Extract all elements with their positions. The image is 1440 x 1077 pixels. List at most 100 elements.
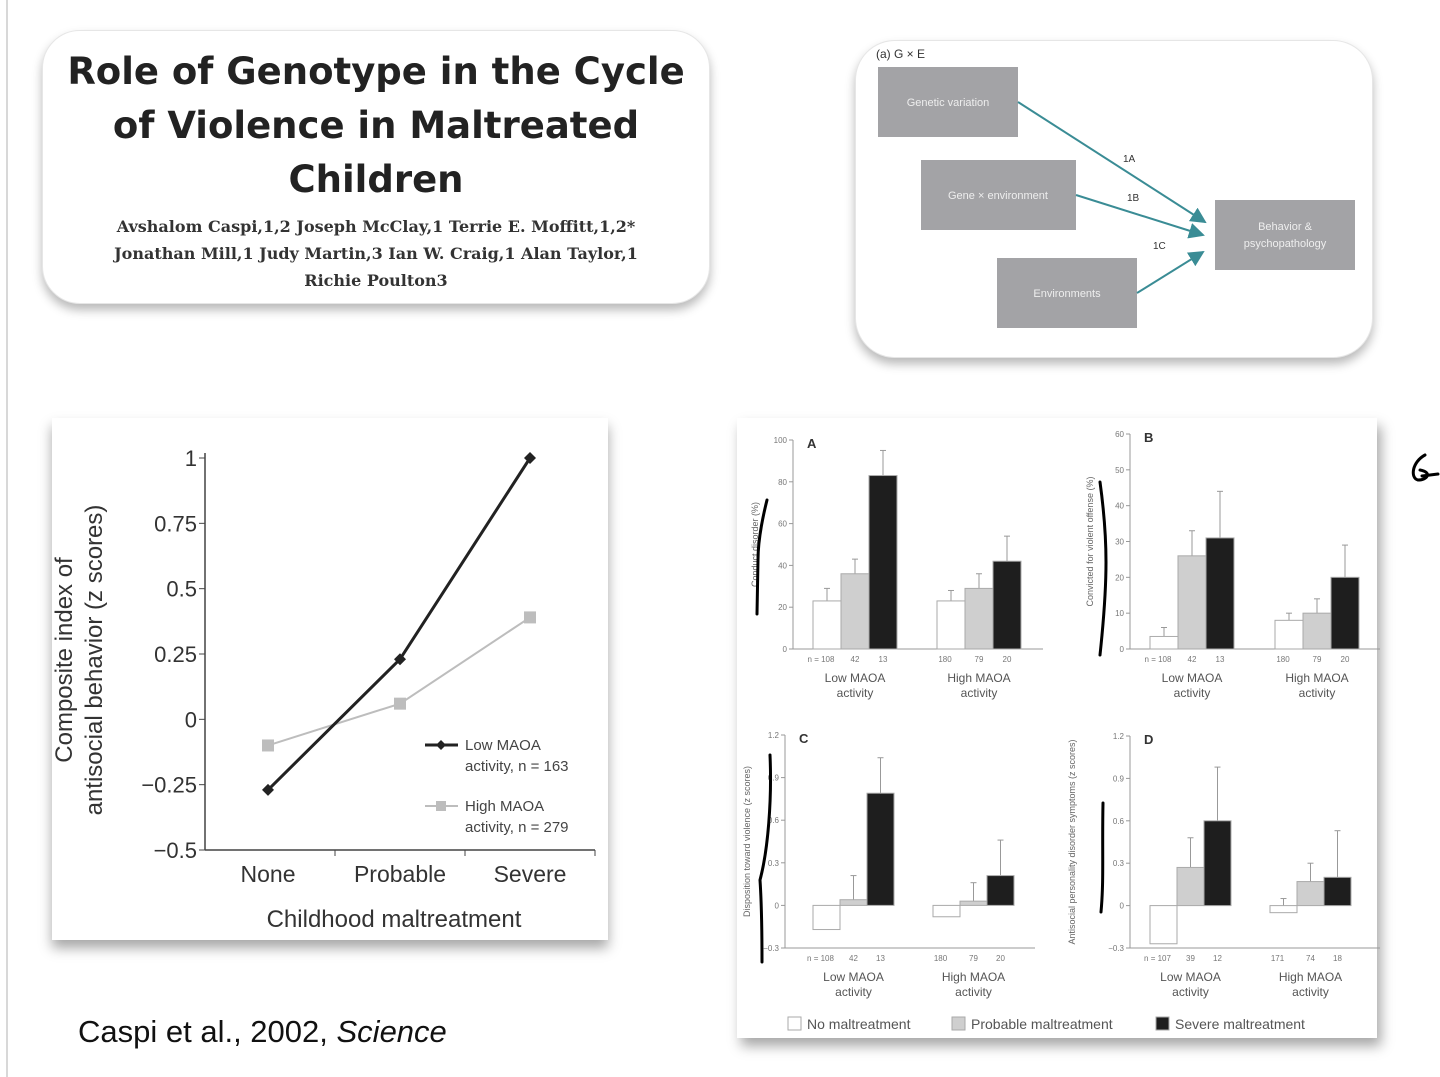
group-label: activity (955, 985, 992, 999)
legend-label: No maltreatment (807, 1016, 911, 1032)
y-tick-label: 50 (1115, 466, 1124, 475)
paper-title-box: Role of Genotype in the Cycle of Violenc… (42, 30, 710, 304)
group-label: Low MAOA (1160, 970, 1221, 984)
y-tick-label: 0.9 (1113, 774, 1125, 783)
x-tick-label: None (241, 861, 296, 887)
bar (1330, 576, 1360, 650)
group-label: activity (1174, 686, 1211, 700)
bar (812, 600, 842, 650)
y-tick-label: 1 (185, 446, 197, 471)
data-point (262, 739, 274, 752)
n-label: 13 (876, 954, 885, 963)
y-tick-label: −0.3 (763, 944, 779, 953)
paper-title: Role of Genotype in the Cycle of Violenc… (67, 50, 685, 201)
diagram-label: (a) G × E (876, 47, 925, 61)
legend-label: Low MAOA (465, 737, 541, 754)
bar (1274, 619, 1304, 650)
legend-label: Probable maltreatment (971, 1016, 1113, 1032)
y-tick-label: 1.2 (1113, 732, 1125, 741)
n-label: 42 (851, 655, 860, 664)
y-tick-label: 0 (1120, 645, 1125, 654)
bar (964, 587, 994, 650)
handwritten-marks (755, 453, 1440, 964)
arrow-1a (1017, 101, 1207, 224)
data-point (262, 783, 274, 796)
bar (1149, 635, 1179, 650)
n-label: 74 (1306, 954, 1315, 963)
line-chart: 1 0.75 0.5 0.25 0 −0.25 −0.5 None Probable Severe… (51, 446, 596, 933)
node-label: Environments (1033, 288, 1101, 300)
n-label: 12 (1213, 954, 1222, 963)
n-label: 13 (1216, 655, 1225, 664)
n-label: 13 (879, 655, 888, 664)
y-tick-label: 0 (783, 645, 788, 654)
x-tick-label: Severe (494, 861, 567, 887)
legend-marker (436, 740, 446, 750)
bar-charts-box (737, 418, 1377, 1038)
group-label: activity (1172, 985, 1209, 999)
y-tick-label: 100 (774, 436, 788, 445)
y-tick-label: 30 (1115, 538, 1124, 547)
n-label: 39 (1186, 954, 1195, 963)
n-label: 171 (1271, 954, 1285, 963)
citation: Caspi et al., 2002, Science (78, 1014, 447, 1050)
data-point (524, 452, 536, 464)
bar (840, 573, 870, 650)
bar (959, 900, 988, 906)
group-label: High MAOA (942, 970, 1005, 984)
gxe-diagram: (a) G × E Genetic variation Gene × envir… (876, 47, 1355, 328)
page-edge-line (6, 0, 8, 1077)
bar-panel-c: C −0.3 0 0.3 0.6 0.9 1.2 Disposition toward vio… (742, 731, 1035, 999)
n-label: 79 (975, 655, 984, 664)
group-label: activity (835, 985, 872, 999)
n-label: 42 (1188, 655, 1197, 664)
n-label: n = 107 (1144, 954, 1171, 963)
bar (1203, 820, 1232, 907)
x-tick-label: Probable (354, 861, 446, 887)
bar (1269, 905, 1298, 914)
n-label: 79 (1313, 655, 1322, 664)
node-environments (997, 258, 1137, 328)
node-label: Behavior & (1258, 221, 1312, 233)
panel-letter: C (799, 731, 809, 746)
y-tick-label: −0.3 (1108, 944, 1124, 953)
x-axis-label: Childhood maltreatment (267, 906, 522, 933)
node-label: Genetic variation (907, 97, 990, 109)
y-tick-label: 20 (1115, 573, 1124, 582)
y-tick-label: 10 (1115, 609, 1124, 618)
bar (932, 904, 961, 918)
y-tick-label: 80 (778, 478, 787, 487)
data-point (394, 653, 406, 666)
y-tick-label: 20 (778, 603, 787, 612)
group-label: Low MAOA (1162, 671, 1223, 685)
bar (1205, 537, 1235, 650)
panel-letter: B (1144, 430, 1153, 445)
bar (992, 560, 1022, 650)
n-label: 42 (849, 954, 858, 963)
citation-authors: Caspi et al., 2002, (78, 1014, 337, 1049)
y-tick-label: 0.6 (1113, 817, 1125, 826)
bar (866, 792, 895, 906)
n-label: n = 108 (807, 954, 834, 963)
legend-swatch (787, 1016, 802, 1031)
y-tick-label: 60 (778, 520, 787, 529)
edge-label: 1A (1123, 154, 1136, 165)
handwritten-bracket (758, 753, 773, 964)
node-behavior (1215, 200, 1355, 270)
y-axis-label: Convicted for violent offense (%) (1085, 477, 1095, 607)
bar (1296, 881, 1325, 907)
arrow-1b (1075, 194, 1205, 239)
n-label: 20 (1341, 655, 1350, 664)
handwritten-bracket (1098, 480, 1108, 657)
panel-letter: D (1144, 732, 1153, 747)
group-label: High MAOA (1279, 970, 1342, 984)
group-label: Low MAOA (823, 970, 884, 984)
legend-label: Severe maltreatment (1175, 1016, 1305, 1032)
arrow-1c (1136, 250, 1205, 294)
series-line-1 (267, 616, 531, 747)
y-tick-label: −0.5 (154, 838, 197, 863)
y-tick-label: 0.9 (768, 774, 780, 783)
bar (1149, 905, 1178, 945)
